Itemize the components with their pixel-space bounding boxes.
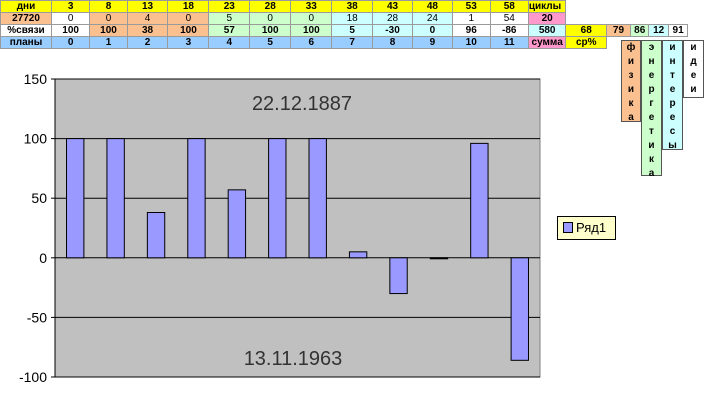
cell[interactable]: 10 — [451, 36, 491, 49]
cell[interactable]: 0 — [167, 12, 210, 25]
cell[interactable]: 0 — [249, 12, 292, 25]
cell-energetika-value[interactable]: 86 — [629, 24, 650, 37]
cell[interactable]: 11 — [489, 36, 529, 49]
cell-idei-value[interactable]: 91 — [667, 24, 689, 37]
cell-sum-value[interactable]: 580 — [527, 24, 567, 37]
y-tick-label: 0 — [39, 250, 47, 266]
cell[interactable]: 6 — [290, 36, 333, 49]
cell[interactable]: 48 — [412, 0, 453, 13]
bar-10 — [470, 142, 489, 259]
cell[interactable]: 2 — [126, 36, 169, 49]
cell[interactable]: 7 — [331, 36, 374, 49]
bar-1 — [106, 138, 125, 259]
chart-legend: Ряд1 — [557, 216, 616, 240]
cell[interactable]: 100 — [249, 24, 292, 37]
bar-6 — [308, 138, 327, 259]
cell[interactable]: 33 — [290, 0, 333, 13]
bar-3 — [187, 138, 206, 259]
bars — [66, 138, 529, 361]
legend-label: Ряд1 — [576, 220, 607, 235]
cell-sum-label[interactable]: сумма — [527, 36, 567, 49]
cell[interactable]: 3 — [50, 0, 91, 13]
bar-8 — [389, 257, 408, 295]
chart-annotation-bottom: 13.11.1963 — [244, 348, 343, 370]
cell[interactable]: 0 — [50, 12, 91, 25]
cell[interactable]: 0 — [89, 12, 128, 25]
bar-4 — [227, 189, 247, 259]
cell[interactable]: 23 — [208, 0, 251, 13]
cell[interactable]: 4 — [208, 36, 251, 49]
plot-area — [54, 78, 541, 378]
row-plans: планы 0 1 2 3 4 5 6 7 8 9 10 11 сумма ср… — [0, 36, 707, 49]
cell[interactable]: 9 — [412, 36, 453, 49]
cell-cycles-label[interactable]: циклы — [527, 0, 567, 13]
cell[interactable]: 18 — [167, 0, 210, 13]
cell[interactable]: 57 — [208, 24, 251, 37]
cell-interesy-value[interactable]: 12 — [648, 24, 669, 37]
bar-7 — [348, 251, 368, 259]
spreadsheet-grid: дни 3 8 13 18 23 28 33 38 43 48 53 58 ци… — [0, 0, 707, 49]
y-tick-label: 50 — [31, 190, 47, 206]
gridlines — [55, 78, 540, 378]
cell-fizika-value[interactable]: 79 — [605, 24, 631, 37]
cell[interactable]: 38 — [331, 0, 374, 13]
bar-9 — [429, 257, 449, 260]
cell[interactable]: 58 — [489, 0, 529, 13]
y-tick-label: -50 — [27, 309, 47, 325]
cell-days-label[interactable]: дни — [0, 0, 52, 13]
bar-2 — [146, 212, 166, 259]
cell-avg-label[interactable]: ср% — [565, 36, 607, 49]
y-tick-label: 150 — [24, 71, 48, 87]
chart-annotation-top: 22.12.1887 — [252, 93, 352, 115]
cell[interactable]: 28 — [372, 12, 414, 25]
bar-11 — [510, 257, 529, 361]
cell[interactable]: 3 — [167, 36, 210, 49]
cell[interactable]: 5 — [249, 36, 292, 49]
y-tick-label: 100 — [24, 131, 48, 147]
cell-plans-label[interactable]: планы — [0, 36, 52, 49]
cell[interactable]: 1 — [89, 36, 128, 49]
bar-0 — [66, 138, 85, 259]
bar-5 — [268, 138, 287, 259]
cell[interactable]: 1 — [451, 12, 491, 25]
legend-swatch — [563, 222, 573, 233]
y-axis: 150 100 50 0 -50 -100 — [19, 71, 56, 385]
cell-avg-value[interactable]: 68 — [565, 24, 607, 37]
cell[interactable]: 8 — [372, 36, 414, 49]
row-27720: 27720 0 0 4 0 5 0 0 18 28 24 1 54 20 — [0, 12, 707, 25]
y-tick-label: -100 — [19, 369, 47, 385]
